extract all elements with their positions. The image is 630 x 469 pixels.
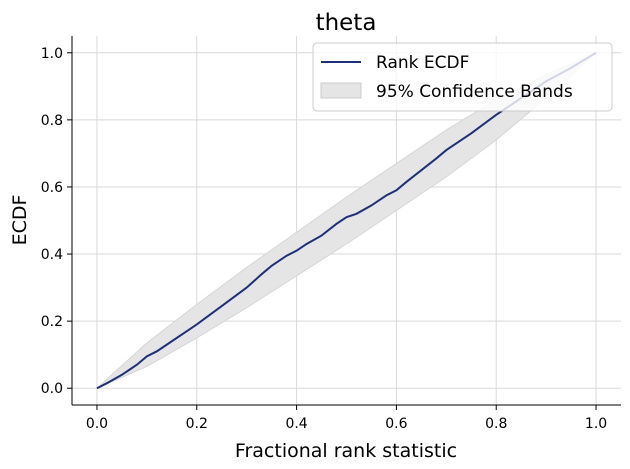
legend-label-rank-ecdf: Rank ECDF xyxy=(376,53,469,73)
x-tick-label: 0.4 xyxy=(285,416,307,432)
y-ticks: 0.0 0.2 0.4 0.6 0.8 1.0 xyxy=(41,46,72,397)
x-tick-label: 0.8 xyxy=(485,416,507,432)
y-tick-label: 0.2 xyxy=(41,314,63,330)
y-tick-label: 0.8 xyxy=(41,113,63,129)
x-ticks: 0.0 0.2 0.4 0.6 0.8 1.0 xyxy=(86,405,607,432)
x-tick-label: 0.0 xyxy=(86,416,108,432)
y-tick-label: 0.0 xyxy=(41,381,63,397)
x-axis-title: Fractional rank statistic xyxy=(235,440,457,462)
legend-box xyxy=(312,42,613,112)
y-tick-label: 1.0 xyxy=(41,46,63,62)
rank-ecdf-line xyxy=(96,51,597,390)
y-tick-label: 0.6 xyxy=(41,180,63,196)
y-axis-title: ECDF xyxy=(9,195,31,246)
y-tick-label: 0.4 xyxy=(41,247,63,263)
x-tick-label: 0.6 xyxy=(385,416,407,432)
legend-label-confidence-bands: 95% Confidence Bands xyxy=(376,82,573,102)
chart-title: theta xyxy=(316,10,377,36)
legend: Rank ECDF 95% Confidence Bands xyxy=(312,42,613,112)
legend-band-swatch xyxy=(320,82,362,99)
x-tick-label: 1.0 xyxy=(585,416,607,432)
axes xyxy=(71,36,621,406)
x-tick-label: 0.2 xyxy=(186,416,208,432)
